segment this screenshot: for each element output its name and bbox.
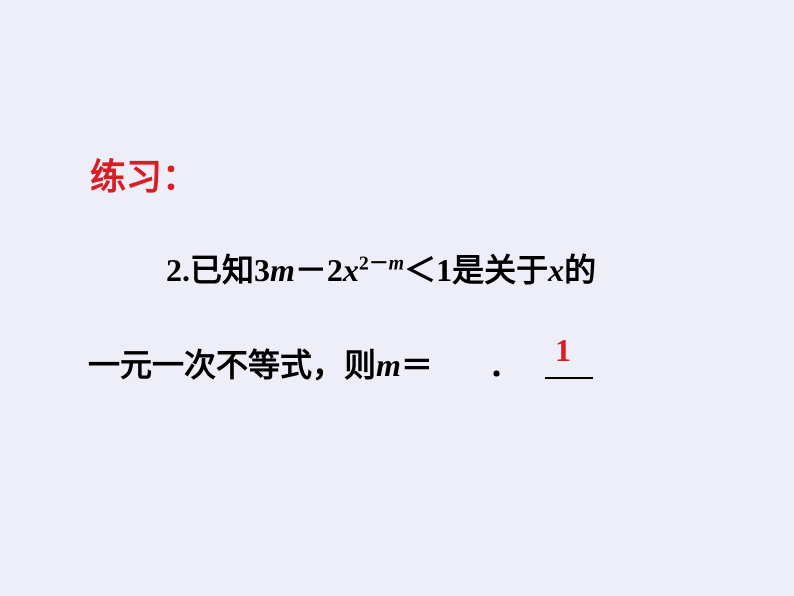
text-mid1: 是关于 [452,252,548,288]
sup-2: 2 [359,252,369,274]
answer-value: 1 [555,332,571,369]
answer-text: 1 [555,332,571,368]
expr-eq: ＝ [401,347,433,383]
answer-underline [545,377,593,379]
text-mid2: 的 [564,252,596,288]
problem-number: 2. [166,252,190,288]
expr-minus: － [295,252,327,288]
text-line2a: 一元一次不等式，则 [88,347,376,383]
expr-x2: x [548,252,564,288]
text-prefix: 已知 [190,252,254,288]
problem-line-2: 一元一次不等式，则m＝ ． [88,340,521,386]
sup-m: m [389,252,404,274]
expr-superscript: 2－m [359,252,404,274]
heading-text: 练习： [90,157,198,197]
sup-minus: － [369,252,389,274]
expr-lt: ＜ [404,252,436,288]
expr-m2: m [376,347,401,383]
expr-1: 1 [436,252,452,288]
expr-m: m [270,252,295,288]
problem-line-1: 2.已知3m－2x2－m＜1是关于x的 [166,245,596,291]
expr-x: x [343,252,359,288]
expr-2: 2 [327,252,343,288]
exercise-heading: 练习： [90,148,198,200]
expr-3: 3 [254,252,270,288]
period: ． [489,347,521,383]
